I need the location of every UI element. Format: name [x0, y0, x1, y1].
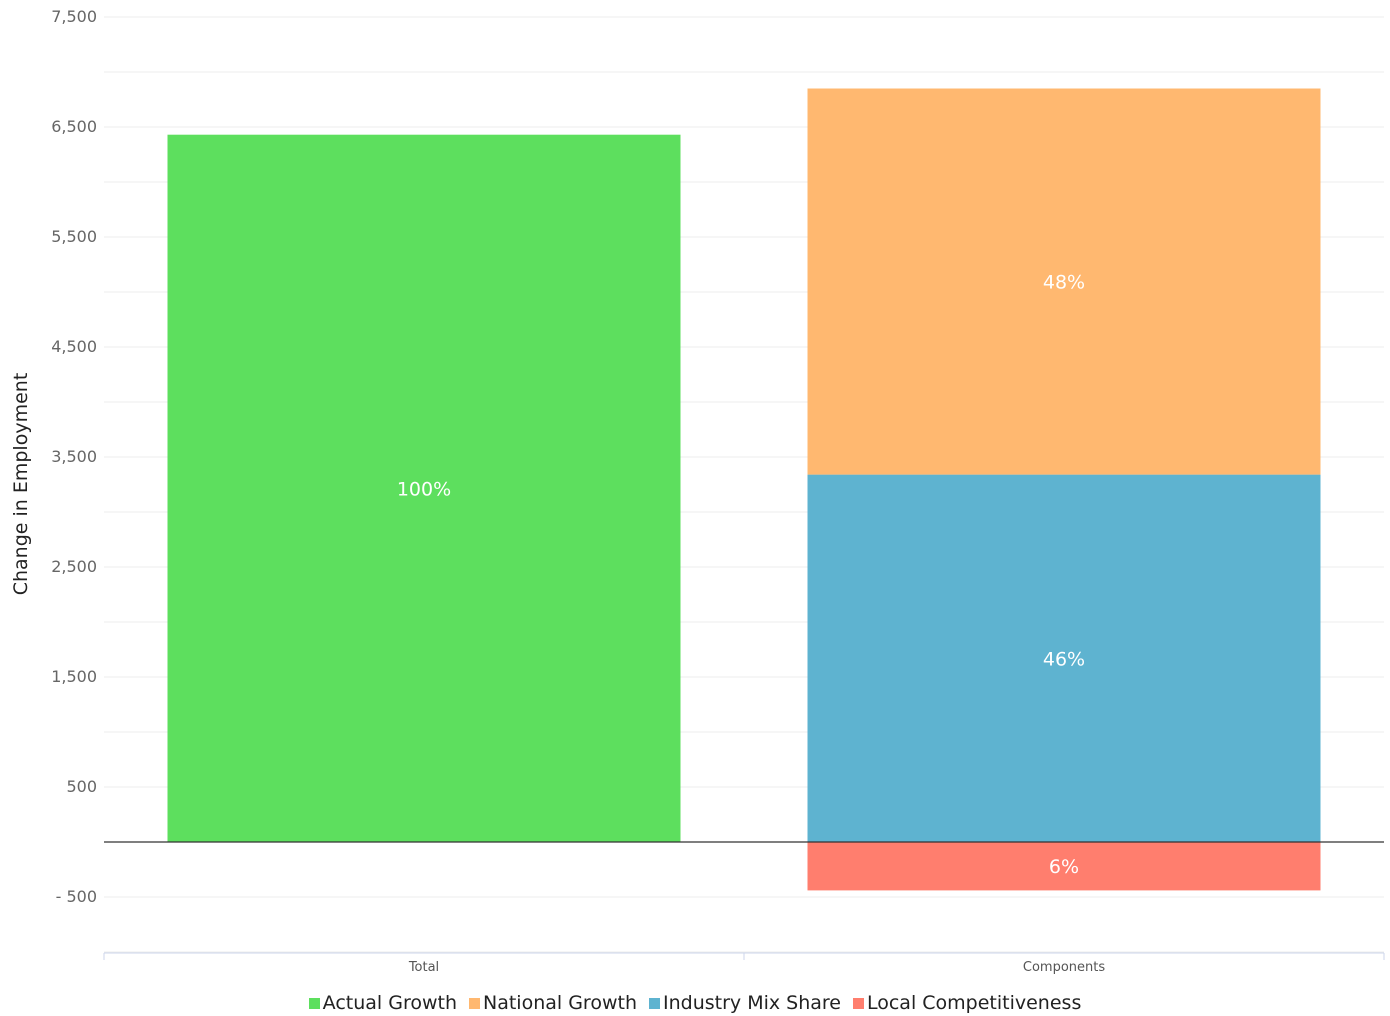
legend: Actual Growth National Growth Industry Mix… [0, 992, 1390, 1014]
y-tick-label: 6,500 [51, 117, 97, 136]
legend-swatch [649, 997, 660, 1009]
chart-area: 7,500 6,500 5,500 4,500 3,500 2,500 1,500 500 - … [10, 7, 1385, 975]
legend-item[interactable]: Actual Growth [308, 992, 457, 1014]
legend-swatch [469, 997, 480, 1009]
legend-label: Local Competitiveness [866, 992, 1082, 1014]
y-axis-label: Change in Employment [10, 373, 32, 596]
y-tick-label: 3,500 [51, 447, 97, 466]
bar-data-label: 48% [1043, 272, 1085, 294]
x-axis: Total Components [103, 841, 1385, 975]
legend-item[interactable]: Industry Mix Share [649, 992, 841, 1014]
bar-local-competitiveness[interactable] [807, 842, 1321, 891]
bars [167, 88, 1321, 891]
y-tick-label: 5,500 [51, 227, 97, 246]
y-tick-label: 2,500 [51, 557, 97, 576]
bar-data-label: 100% [397, 478, 451, 500]
legend-swatch [852, 997, 864, 1009]
y-axis-ticks: 7,500 6,500 5,500 4,500 3,500 2,500 1,500 500 - … [51, 7, 97, 906]
y-tick-label: 1,500 [51, 667, 97, 686]
y-tick-label: - 500 [56, 887, 97, 906]
bar-labels: 100% 46% 48% 6% [397, 272, 1085, 879]
legend-label: National Growth [483, 992, 637, 1014]
bar-national-growth[interactable] [807, 88, 1321, 475]
legend-label: Actual Growth [322, 992, 457, 1014]
bar-data-label: 46% [1043, 648, 1085, 670]
bar-industry-mix-share[interactable] [807, 474, 1321, 842]
y-tick-label: 7,500 [51, 7, 97, 26]
legend-label: Industry Mix Share [663, 992, 841, 1014]
x-category-label: Total [408, 960, 439, 975]
bar-actual-growth[interactable] [167, 134, 681, 842]
bar-data-label: 6% [1049, 856, 1079, 878]
y-tick-label: 4,500 [51, 337, 97, 356]
legend-item[interactable]: Local Competitiveness [852, 992, 1082, 1014]
legend-swatch [308, 997, 320, 1009]
legend-item[interactable]: National Growth [469, 992, 637, 1014]
x-category-label: Components [1023, 960, 1105, 975]
y-tick-label: 500 [66, 777, 97, 796]
